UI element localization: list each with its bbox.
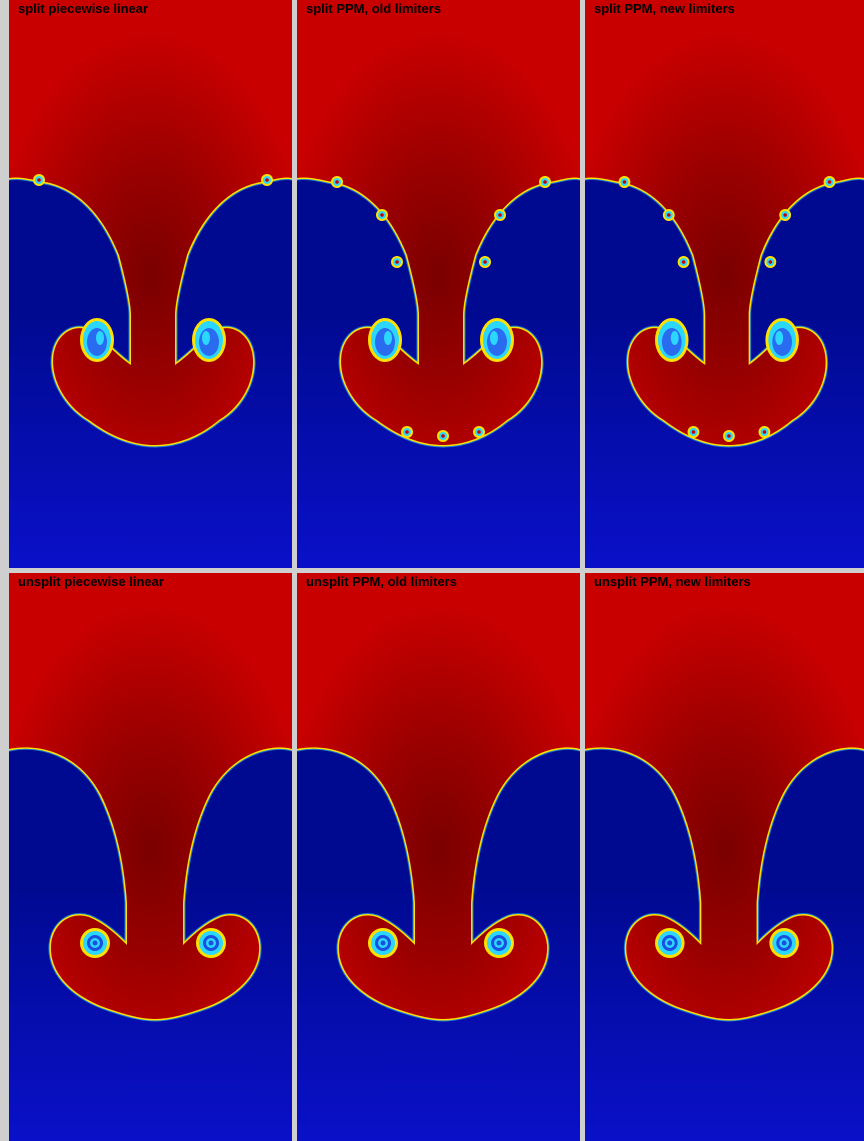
simulation-image bbox=[585, 573, 864, 1141]
vortex-rollup bbox=[80, 928, 110, 958]
vortex-rollup bbox=[654, 318, 689, 362]
vortex-rollup bbox=[769, 928, 799, 958]
interface-curl bbox=[823, 176, 836, 188]
panel-split-ppm-new-limiters: split PPM, new limiters bbox=[585, 0, 864, 568]
panel-unsplit-ppm-old-limiters: unsplit PPM, old limiters bbox=[297, 573, 580, 1141]
panel-unsplit-ppm-new-limiters: unsplit PPM, new limiters bbox=[585, 573, 864, 1141]
interface-curl bbox=[758, 426, 771, 438]
vortex-rollup bbox=[368, 318, 402, 362]
interface-curl bbox=[662, 209, 675, 221]
interface-curl bbox=[539, 176, 551, 188]
vortex-rollup bbox=[368, 928, 398, 958]
vortex-rollup bbox=[192, 318, 226, 362]
panel-title: split PPM, new limiters bbox=[594, 1, 735, 16]
panel-split-ppm-old-limiters: split PPM, old limiters bbox=[297, 0, 580, 568]
interface-curl bbox=[779, 209, 792, 221]
panel-title: unsplit PPM, old limiters bbox=[306, 574, 457, 589]
interface-curl bbox=[437, 430, 449, 442]
interface-curl bbox=[391, 256, 403, 268]
simulation-image bbox=[585, 0, 864, 568]
panel-title: split PPM, old limiters bbox=[306, 1, 442, 16]
interface-curl bbox=[677, 256, 690, 268]
vortex-rollup bbox=[484, 928, 514, 958]
simulation-image bbox=[297, 573, 580, 1141]
interface-curl bbox=[33, 174, 45, 186]
interface-curl bbox=[764, 256, 777, 268]
simulation-image bbox=[297, 0, 580, 568]
interface-curl bbox=[331, 176, 343, 188]
heavy-fluid-plume bbox=[9, 573, 292, 1019]
panel-unsplit-piecewise-linear: unsplit piecewise linear bbox=[9, 573, 292, 1141]
vortex-rollup bbox=[765, 318, 799, 362]
panel-title: unsplit piecewise linear bbox=[18, 574, 164, 589]
simulation-image bbox=[9, 573, 292, 1141]
interface-curl bbox=[401, 426, 413, 438]
vortex-rollup bbox=[480, 318, 514, 362]
panel-title: split piecewise linear bbox=[18, 1, 149, 16]
interface-curl bbox=[687, 426, 700, 438]
panel-title: unsplit PPM, new limiters bbox=[594, 574, 751, 589]
vortex-rollup bbox=[196, 928, 226, 958]
heavy-fluid-plume bbox=[585, 573, 864, 1019]
interface-curl bbox=[723, 430, 735, 442]
interface-curl bbox=[618, 176, 631, 188]
simulation-image bbox=[9, 0, 292, 568]
vortex-rollup bbox=[80, 318, 114, 362]
heavy-fluid-plume bbox=[297, 573, 580, 1019]
interface-curl bbox=[473, 426, 485, 438]
panel-split-piecewise-linear: split piecewise linear bbox=[9, 0, 292, 568]
interface-curl bbox=[494, 209, 506, 221]
interface-curl bbox=[479, 256, 491, 268]
vortex-rollup bbox=[654, 928, 685, 958]
interface-curl bbox=[376, 209, 388, 221]
interface-curl bbox=[261, 174, 273, 186]
